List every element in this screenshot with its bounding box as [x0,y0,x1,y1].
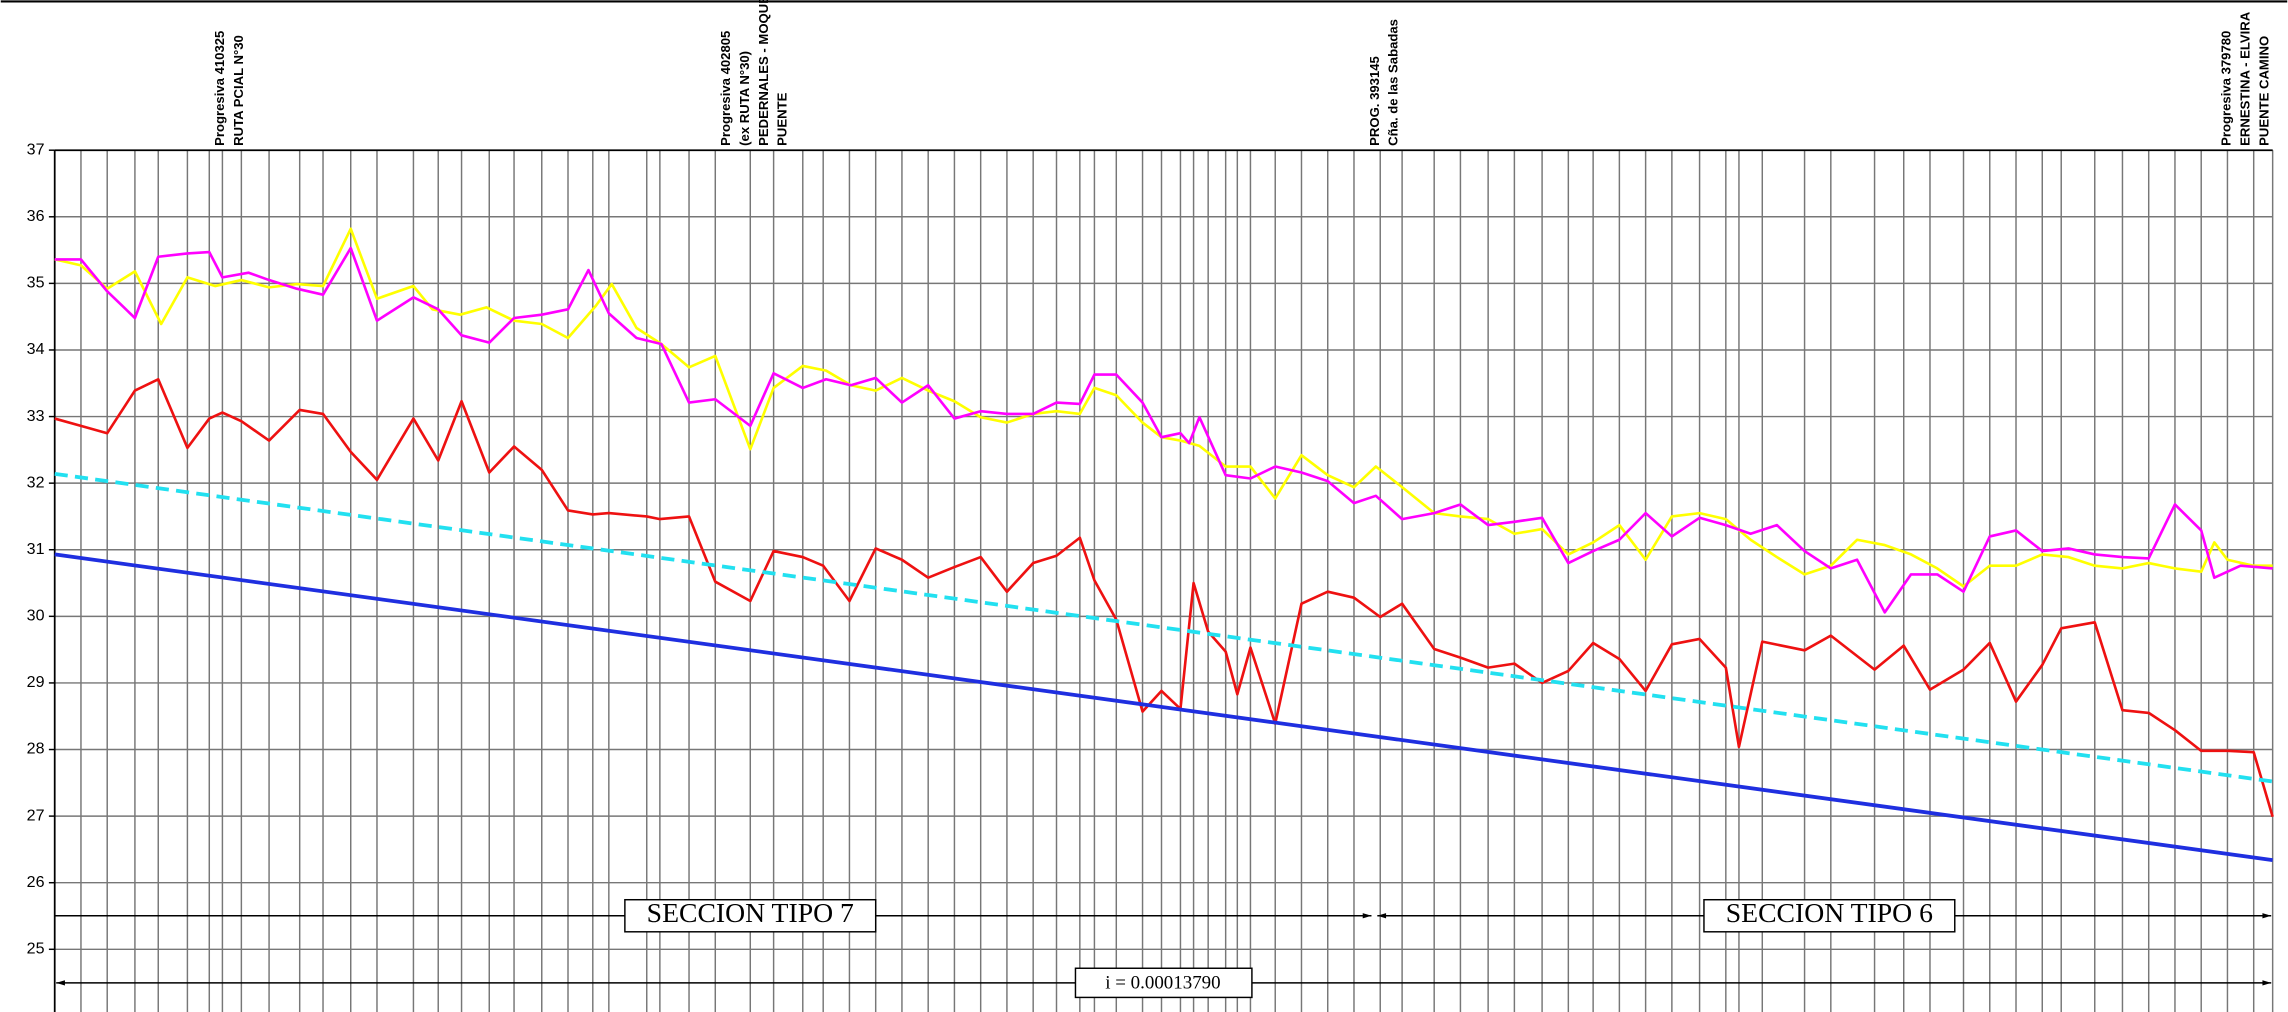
annotation: (ex RUTA N°30) [737,51,752,146]
section-label: SECCION TIPO 7 [647,897,854,928]
y-tick-label: 36 [27,207,45,225]
series-line [54,227,2273,588]
y-tick-label: 37 [27,140,45,158]
series [54,227,2274,862]
series-line [54,377,2274,818]
annotation: RUTA PCIAL N°30 [231,35,246,146]
section-label: SECCION TIPO 6 [1726,897,1933,928]
annotation: Progresiva 410325 [212,31,227,146]
slope-bar: i = 0.00013790 [56,967,2272,999]
y-tick-label: 33 [27,407,45,425]
annotation: PROG. 393145 [1367,56,1382,146]
annotation: PUENTE CAMINO [2256,36,2271,146]
y-tick-label: 28 [27,740,45,758]
annotation: Progresiva 379780 [2218,31,2233,146]
y-tick-label: 32 [27,473,45,491]
y-tick-label: 31 [27,540,45,558]
y-tick-label: 26 [27,873,45,891]
section-box [624,898,877,933]
slope-label: i = 0.00013790 [1105,973,1220,994]
y-tick-label: 30 [27,607,45,625]
y-tick-label: 27 [27,806,45,824]
section-bar: SECCION TIPO 7 SECCION TIPO 6 [54,897,2272,933]
annotation: ERNESTINA - ELVIRA [2237,11,2252,146]
slope-box [1074,967,1253,999]
annotation: Cña. de las Sabadas [1386,19,1401,146]
series-line [54,552,2273,862]
annotation: Progresiva 402805 [718,31,733,146]
section-box [1703,898,1956,933]
y-tick-label: 29 [27,673,45,691]
y-tick-label: 25 [27,940,45,958]
y-tick-label: 34 [27,340,45,358]
annotations: Progresiva 410325 RUTA PCIAL N°30 Progre… [212,0,2271,146]
annotation: PUENTE [775,92,790,145]
series-line [54,471,2273,784]
series-line [54,246,2273,614]
y-tick-label: 35 [27,274,45,292]
annotation: PEDERNALES - MOQUEHUA [756,0,771,146]
grid: 25 26 27 28 29 30 31 32 33 34 35 36 37 [27,140,2274,1012]
